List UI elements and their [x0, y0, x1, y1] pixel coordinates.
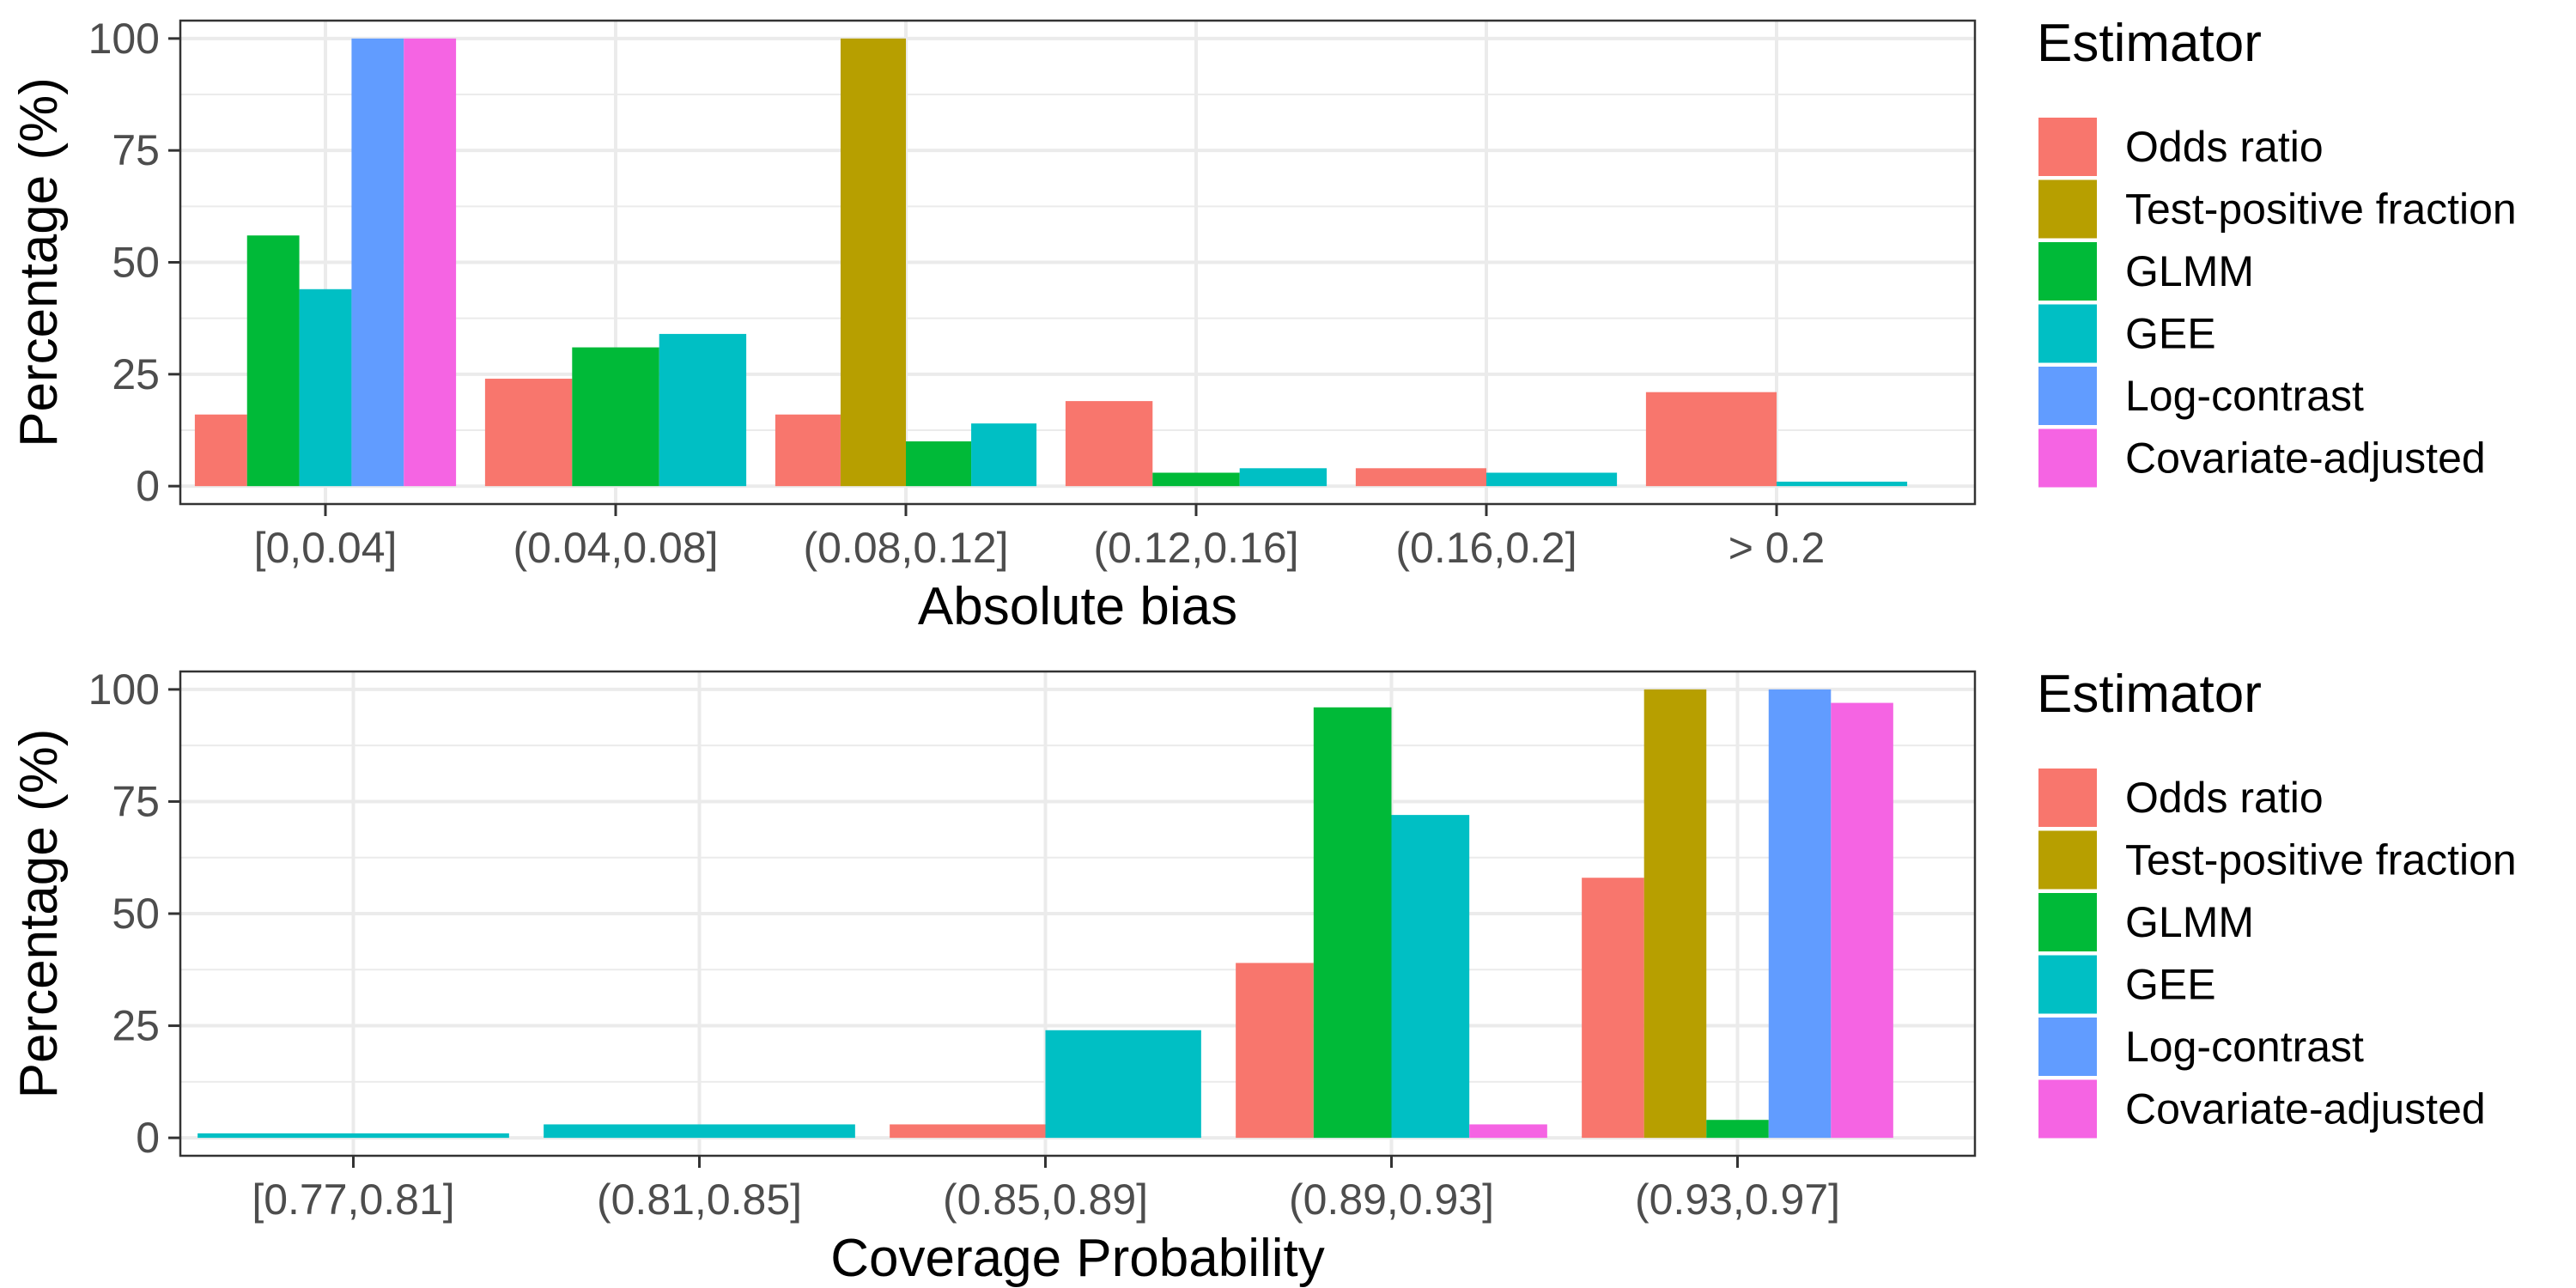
- bar-glmm-3: [906, 441, 972, 487]
- legend-key-odds-ratio: [2038, 769, 2097, 827]
- bar-covariate-adjusted-5: [1831, 702, 1893, 1139]
- y-tick-label: 50: [112, 890, 160, 938]
- y-tick-label: 25: [112, 1002, 160, 1050]
- legend-title: Estimator: [2037, 14, 2262, 73]
- bar-test-positive-fraction-3: [840, 38, 906, 487]
- x-axis-title: Absolute bias: [918, 577, 1237, 636]
- y-tick-label: 75: [112, 126, 160, 174]
- bar-odds-ratio-4: [1236, 963, 1314, 1139]
- bar-covariate-adjusted-4: [1469, 1124, 1547, 1139]
- legend-label-covariate-adjusted: Covariate-adjusted: [2125, 1085, 2486, 1133]
- bar-odds-ratio-2: [484, 379, 573, 487]
- bar-gee-5: [1486, 472, 1618, 487]
- legend-label-log-contrast: Log-contrast: [2125, 372, 2364, 420]
- x-tick-label: [0.77,0.81]: [252, 1176, 454, 1224]
- legend-key-test-positive-fraction: [2038, 830, 2097, 890]
- x-tick-label: (0.93,0.97]: [1635, 1176, 1840, 1224]
- bar-gee-2: [659, 333, 747, 487]
- legend-label-test-positive-fraction: Test-positive fraction: [2125, 185, 2517, 234]
- bar-log-contrast-1: [351, 38, 404, 487]
- bar-gee-2: [544, 1124, 855, 1139]
- bar-glmm-4: [1313, 707, 1392, 1139]
- y-tick-label: 0: [136, 462, 160, 510]
- bar-odds-ratio-5: [1582, 878, 1644, 1139]
- legend: Estimator Odds ratio Test-positive fractio…: [2037, 665, 2517, 1139]
- x-tick-label: > 0.2: [1728, 524, 1826, 572]
- y-tick-label: 50: [112, 239, 160, 287]
- legend-label-odds-ratio: Odds ratio: [2125, 774, 2324, 822]
- legend-label-gee: GEE: [2125, 961, 2216, 1009]
- legend-label-glmm: GLMM: [2125, 898, 2254, 946]
- coverage-chart: 0 25 50 75 100 [0.77,0.81] (0.81,0.85] (0.85,0.…: [9, 665, 2517, 1288]
- bar-gee-3: [971, 423, 1037, 487]
- y-tick-label: 75: [112, 777, 160, 825]
- legend-title: Estimator: [2037, 665, 2262, 724]
- bar-gee-6: [1777, 481, 1908, 487]
- legend-label-gee: GEE: [2125, 310, 2216, 358]
- bar-gee-4: [1391, 815, 1470, 1139]
- bar-gee-3: [1045, 1030, 1201, 1139]
- x-axis-title: Coverage Probability: [830, 1229, 1325, 1288]
- bar-odds-ratio-3: [775, 414, 841, 487]
- x-tick-label: (0.16,0.2]: [1395, 524, 1577, 572]
- y-tick-label: 100: [88, 15, 160, 63]
- legend-label-test-positive-fraction: Test-positive fraction: [2125, 836, 2517, 884]
- bar-test-positive-fraction-5: [1643, 689, 1707, 1139]
- legend-label-odds-ratio: Odds ratio: [2125, 123, 2324, 171]
- legend: Estimator Odds ratio Test-positive fractio…: [2037, 14, 2517, 488]
- y-tick-label: 25: [112, 350, 160, 398]
- bar-glmm-5: [1706, 1120, 1769, 1139]
- legend-key-gee: [2038, 304, 2097, 363]
- bar-odds-ratio-1: [194, 414, 247, 487]
- legend-key-odds-ratio: [2038, 118, 2097, 176]
- bar-glmm-4: [1152, 472, 1240, 487]
- legend-key-glmm: [2038, 893, 2097, 951]
- bar-log-contrast-5: [1768, 689, 1832, 1139]
- x-tick-label: (0.08,0.12]: [803, 524, 1008, 572]
- y-axis-title: Percentage (%): [9, 77, 69, 447]
- bias-chart: 0 25 50 75 100 [0,0.04] (0.04,0.08] (0.08,0.12]…: [9, 14, 2517, 636]
- bar-covariate-adjusted-1: [404, 38, 457, 487]
- bar-gee-4: [1239, 468, 1327, 487]
- legend-key-covariate-adjusted: [2038, 428, 2097, 488]
- legend-label-log-contrast: Log-contrast: [2125, 1023, 2364, 1071]
- legend-key-log-contrast: [2038, 1018, 2097, 1076]
- legend-label-glmm: GLMM: [2125, 247, 2254, 295]
- x-tick-label: (0.89,0.93]: [1289, 1176, 1494, 1224]
- bar-odds-ratio-3: [890, 1124, 1046, 1139]
- legend-key-glmm: [2038, 242, 2097, 301]
- y-tick-label: 0: [136, 1114, 160, 1162]
- x-tick-label: [0,0.04]: [254, 524, 398, 572]
- x-tick-label: (0.85,0.89]: [943, 1176, 1148, 1224]
- bar-odds-ratio-6: [1645, 392, 1777, 487]
- legend-label-covariate-adjusted: Covariate-adjusted: [2125, 434, 2486, 483]
- bar-gee-1: [299, 289, 352, 487]
- legend-key-gee: [2038, 955, 2097, 1014]
- x-tick-label: (0.12,0.16]: [1093, 524, 1298, 572]
- y-axis-title: Percentage (%): [9, 729, 69, 1099]
- x-tick-label: (0.04,0.08]: [513, 524, 718, 572]
- legend-key-test-positive-fraction: [2038, 179, 2097, 239]
- bar-gee-1: [197, 1133, 509, 1139]
- bar-odds-ratio-5: [1355, 468, 1486, 487]
- legend-key-covariate-adjusted: [2038, 1079, 2097, 1139]
- bar-odds-ratio-4: [1065, 401, 1153, 487]
- x-tick-label: (0.81,0.85]: [597, 1176, 802, 1224]
- bar-glmm-2: [572, 347, 659, 487]
- legend-key-log-contrast: [2038, 367, 2097, 425]
- bar-glmm-1: [246, 235, 300, 487]
- y-tick-label: 100: [88, 665, 160, 714]
